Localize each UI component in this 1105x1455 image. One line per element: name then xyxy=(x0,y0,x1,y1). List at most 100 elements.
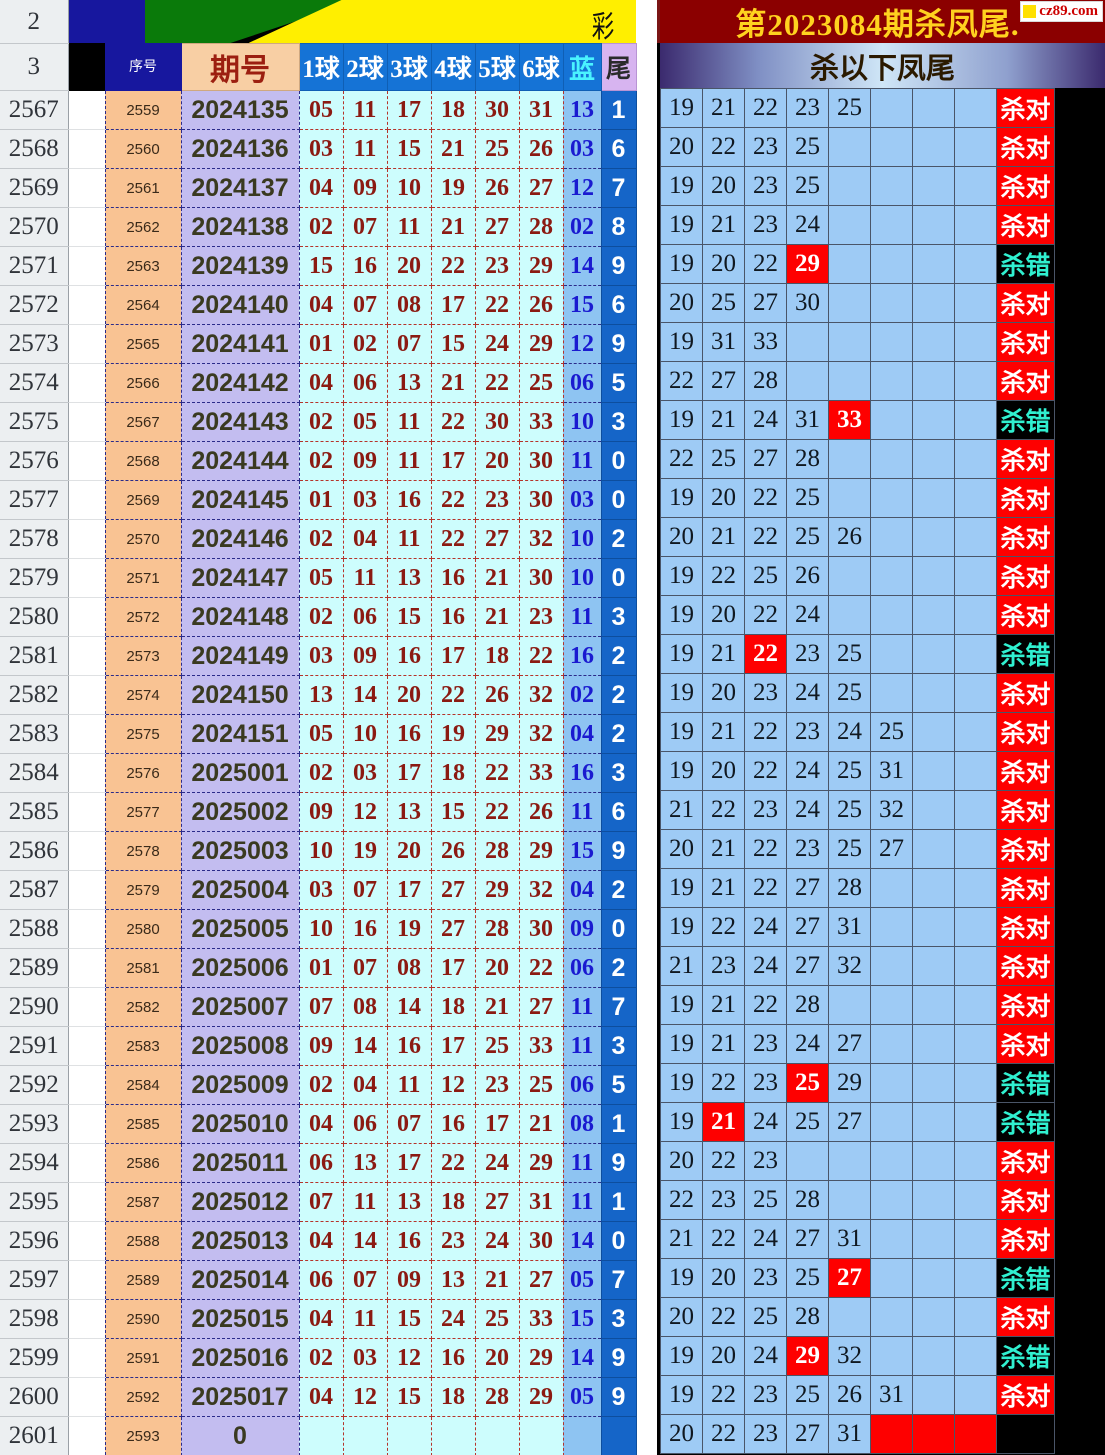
killed-number-cell xyxy=(954,1180,997,1220)
killed-number-cell: 22 xyxy=(660,361,703,401)
killed-number-cell: 25 xyxy=(828,634,871,674)
killed-number-cell xyxy=(870,1336,913,1376)
killed-number-hit-cell: 33 xyxy=(828,400,871,440)
ball-cell: 02 xyxy=(298,1338,344,1378)
killed-number-cell: 28 xyxy=(828,868,871,908)
excel-row-label-2: 2 xyxy=(0,0,69,44)
ball-cell: 16 xyxy=(386,480,432,520)
killed-number-cell xyxy=(954,1258,997,1298)
gutter-spacer xyxy=(68,753,105,793)
period-cell: 2024145 xyxy=(180,480,300,520)
gutter-spacer xyxy=(68,792,105,832)
gutter-spacer xyxy=(68,324,105,364)
ball-cell: 17 xyxy=(386,90,432,130)
ball-cell: 18 xyxy=(430,1377,476,1417)
killed-number-cell xyxy=(912,946,955,986)
ball-cell: 33 xyxy=(518,1026,564,1066)
killed-number-cell xyxy=(954,244,997,284)
sequence-cell: 2589 xyxy=(104,1260,182,1300)
gutter-spacer xyxy=(68,246,105,286)
excel-row-label-3: 3 xyxy=(0,43,69,91)
ball-cell: 13 xyxy=(342,1143,388,1183)
table-row: 2580 2572 2024148 02 06 15 16 21 23 11 3 xyxy=(0,597,637,637)
ball-cell: 06 xyxy=(298,1143,344,1183)
ball-cell: 24 xyxy=(474,324,520,364)
killed-number-cell xyxy=(870,205,913,245)
killed-number-cell: 24 xyxy=(744,946,787,986)
ball-cell: 20 xyxy=(474,948,520,988)
killed-number-cell: 22 xyxy=(744,517,787,557)
ball-cell: 08 xyxy=(386,948,432,988)
excel-row-label: 2571 xyxy=(0,246,69,286)
killed-number-cell: 24 xyxy=(828,712,871,752)
ball-cell: 06 xyxy=(298,1260,344,1300)
history-table: 2 彩 3 序号 期号 1球 xyxy=(0,0,637,1455)
ball-cell: 02 xyxy=(342,324,388,364)
blue-ball-cell: 11 xyxy=(562,597,602,637)
blue-ball-cell: 12 xyxy=(562,324,602,364)
killed-number-cell xyxy=(954,1414,997,1454)
table-row: 19 21 22 23 24 25 杀对 xyxy=(660,712,1055,752)
killed-number-cell xyxy=(912,1024,955,1064)
blue-ball-cell: 11 xyxy=(562,987,602,1027)
killed-number-cell xyxy=(954,1375,997,1415)
killed-number-cell: 21 xyxy=(702,985,745,1025)
ball-cell: 19 xyxy=(430,168,476,208)
killed-number-cell: 25 xyxy=(828,790,871,830)
killed-number-cell: 27 xyxy=(702,361,745,401)
excel-row-label: 2599 xyxy=(0,1338,69,1378)
ball-cell: 14 xyxy=(342,675,388,715)
sequence-cell: 2576 xyxy=(104,753,182,793)
ball-cell: 07 xyxy=(342,1260,388,1300)
table-row: 2590 2582 2025007 07 08 14 18 21 27 11 7 xyxy=(0,987,637,1027)
gutter-spacer xyxy=(68,1143,105,1183)
ball-cell: 22 xyxy=(474,363,520,403)
ball-cell: 26 xyxy=(430,831,476,871)
period-cell: 2025004 xyxy=(180,870,300,910)
period-cell: 2024135 xyxy=(180,90,300,130)
killed-number-cell xyxy=(954,88,997,128)
killed-number-cell: 20 xyxy=(702,1258,745,1298)
ball-cell: 22 xyxy=(474,792,520,832)
table-row: 2579 2571 2024147 05 11 13 16 21 30 10 0 xyxy=(0,558,637,598)
table-row: 19 20 22 24 杀对 xyxy=(660,595,1055,635)
ball-cell: 21 xyxy=(474,1260,520,1300)
ball-cell: 24 xyxy=(474,1143,520,1183)
header-ball-2: 2球 xyxy=(342,43,388,91)
result-badge: 杀对 xyxy=(996,166,1055,206)
excel-row-label: 2597 xyxy=(0,1260,69,1300)
killed-number-cell xyxy=(912,907,955,947)
table-row: 22 27 28 杀对 xyxy=(660,361,1055,401)
site-logo[interactable]: cz89.com xyxy=(1020,1,1103,22)
killed-number-cell: 19 xyxy=(660,556,703,596)
ball-cell: 32 xyxy=(518,870,564,910)
ball-cell: 10 xyxy=(386,168,432,208)
ball-cell: 27 xyxy=(518,168,564,208)
killed-number-cell: 28 xyxy=(786,1297,829,1337)
table-row: 2577 2569 2024145 01 03 16 22 23 30 03 0 xyxy=(0,480,637,520)
table-row: 20 21 22 25 26 杀对 xyxy=(660,517,1055,557)
killed-number-cell: 21 xyxy=(660,790,703,830)
ball-cell: 06 xyxy=(342,597,388,637)
killed-number-hit-cell: 22 xyxy=(744,634,787,674)
result-badge: 杀对 xyxy=(996,712,1055,752)
excel-row-label: 2567 xyxy=(0,90,69,130)
tail-cell: 2 xyxy=(600,519,637,559)
killed-number-cell xyxy=(870,868,913,908)
killed-number-cell xyxy=(954,634,997,674)
prediction-rows: 19 21 22 23 25 杀对 20 22 23 25 杀对 19 20 23 25 杀对 19 21 23 24… xyxy=(660,88,1055,1454)
ball-cell: 24 xyxy=(474,1221,520,1261)
blue-ball-cell: 11 xyxy=(562,441,602,481)
ball-cell: 21 xyxy=(474,597,520,637)
killed-number-cell xyxy=(912,868,955,908)
ball-cell: 27 xyxy=(474,519,520,559)
ball-cell: 05 xyxy=(342,402,388,442)
ball-cell: 11 xyxy=(386,207,432,247)
killed-number-cell xyxy=(870,127,913,167)
killed-number-cell: 22 xyxy=(702,1219,745,1259)
killed-number-cell: 31 xyxy=(870,1375,913,1415)
killed-number-cell xyxy=(870,1141,913,1181)
table-row: 19 21 24 31 33 杀错 xyxy=(660,400,1055,440)
killed-number-cell: 28 xyxy=(786,439,829,479)
table-row: 2597 2589 2025014 06 07 09 13 21 27 05 7 xyxy=(0,1260,637,1300)
